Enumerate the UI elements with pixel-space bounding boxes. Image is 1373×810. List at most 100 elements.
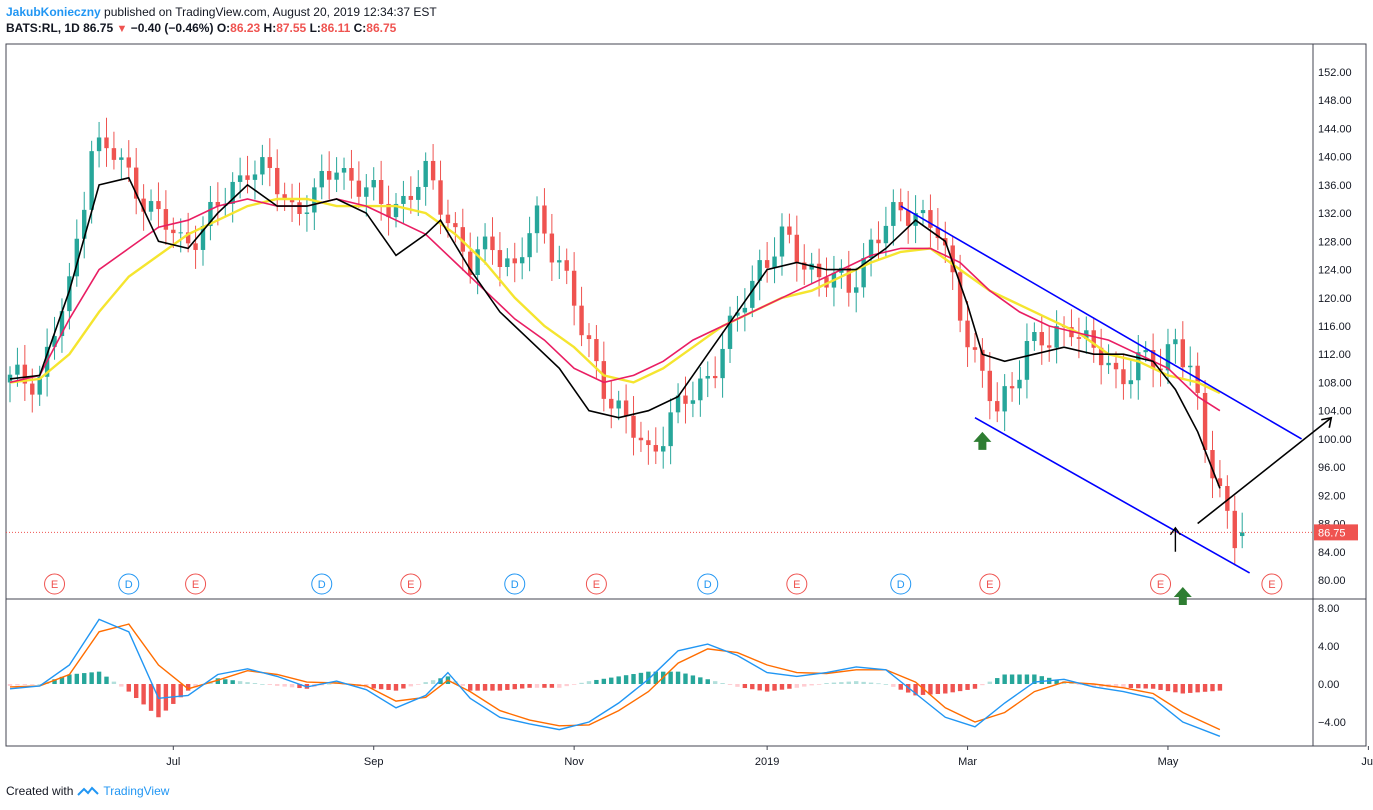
candle-body xyxy=(1047,345,1052,348)
macd-histogram-bar xyxy=(215,678,221,684)
macd-histogram-bar xyxy=(831,682,837,684)
candle-body xyxy=(928,210,933,228)
macd-histogram-bar xyxy=(935,684,941,694)
macd-histogram-bar xyxy=(475,684,480,691)
macd-histogram-bar xyxy=(497,684,503,691)
macd-histogram-bar xyxy=(1091,684,1096,687)
candle-body xyxy=(460,227,465,252)
high-label: H: xyxy=(263,21,277,35)
event-marker-circle xyxy=(786,573,808,595)
candle-body xyxy=(1017,379,1022,389)
macd-histogram-bar xyxy=(1017,674,1022,684)
author-link[interactable]: JakubKonieczny xyxy=(6,5,101,19)
candle-body xyxy=(683,395,688,404)
candle-body xyxy=(304,212,310,214)
candle-body xyxy=(30,383,35,395)
event-marker-circle xyxy=(44,573,66,595)
moving-averages xyxy=(9,176,1221,489)
macd-axis[interactable]: 8.00 4.00 0.00 −4.00 xyxy=(1318,603,1346,729)
macd-histogram-bar xyxy=(178,684,183,698)
candle-body xyxy=(482,236,488,250)
macd-histogram-bar xyxy=(601,678,607,684)
time-tick-label: Nov xyxy=(564,756,584,768)
green-up-arrow-icon xyxy=(1173,587,1192,606)
created-with-label: Created with xyxy=(6,784,74,798)
candle-body xyxy=(846,267,851,293)
candle-body xyxy=(1054,326,1059,348)
macd-histogram-bar xyxy=(683,673,688,684)
candle-body xyxy=(215,201,221,206)
candle-body xyxy=(475,249,480,276)
candle-body xyxy=(438,180,443,215)
price-tick-label: 140.00 xyxy=(1318,152,1352,164)
macd-histogram-bar xyxy=(74,673,80,684)
macd-histogram-bar xyxy=(690,675,696,684)
candle-body xyxy=(616,400,621,409)
close-label: C: xyxy=(353,21,367,35)
macd-histogram-bar xyxy=(52,679,57,684)
candle-body xyxy=(742,307,748,313)
tradingview-brand[interactable]: TradingView xyxy=(103,784,170,798)
channel-upper-line xyxy=(900,205,1302,440)
macd-histogram-bar xyxy=(950,684,955,693)
macd-histogram-bar xyxy=(326,683,332,685)
candle-body xyxy=(275,167,280,195)
candle-body xyxy=(1143,350,1148,353)
macd-histogram-bar xyxy=(943,684,948,694)
candle-body xyxy=(245,175,250,180)
macd-histogram-bar xyxy=(698,677,703,684)
price-tick-label: 100.00 xyxy=(1318,434,1352,446)
candle-body xyxy=(735,312,740,316)
event-marker-circle xyxy=(504,573,526,595)
candle-body xyxy=(787,226,792,235)
macd-histogram-bar xyxy=(505,684,510,690)
macd-histogram-bar xyxy=(876,683,881,685)
candle-body xyxy=(59,311,65,337)
macd-histogram-bar xyxy=(289,684,295,688)
macd-histogram-bar xyxy=(237,681,243,684)
candle-body xyxy=(586,335,592,340)
tradingview-logo-icon xyxy=(77,786,100,796)
macd-histogram-bar xyxy=(1121,684,1126,688)
candle-body xyxy=(1150,350,1156,369)
macd-histogram-bar xyxy=(1158,684,1163,690)
macd-histogram-bar xyxy=(646,671,651,684)
time-tick-label: Mar xyxy=(958,756,977,768)
projection-arrowhead-icon xyxy=(1321,416,1333,428)
macd-histogram-bar xyxy=(1150,684,1156,689)
candle-body xyxy=(705,375,710,379)
macd-histogram-bar xyxy=(891,684,896,687)
candle-body xyxy=(297,202,302,214)
candle-body xyxy=(386,203,391,218)
price-axis[interactable]: 152.00 148.00 144.00 140.00 136.00 132.00 128.… xyxy=(6,67,1358,587)
candle-body xyxy=(356,180,362,197)
macd-histogram-bar xyxy=(898,684,903,690)
macd-histogram-bar xyxy=(453,681,458,684)
macd-histogram-bar xyxy=(1069,682,1074,684)
candle-body xyxy=(1136,352,1141,381)
candle-body xyxy=(96,137,102,152)
candle-body xyxy=(623,400,629,416)
candle-body xyxy=(794,234,800,263)
macd-histogram-bar xyxy=(972,684,978,689)
candle-body xyxy=(920,210,926,214)
time-axis[interactable]: JulSepNov2019MarMayJulSepNov xyxy=(166,746,1373,768)
candle-body xyxy=(1106,362,1111,366)
macd-histogram-bar xyxy=(104,676,109,684)
candle-body xyxy=(1225,486,1230,511)
macd-histogram-bar xyxy=(586,681,592,684)
time-tick-label: Jul xyxy=(1361,756,1373,768)
macd-histogram-bar xyxy=(534,684,540,688)
candle-body xyxy=(497,250,503,268)
event-marker-circle xyxy=(1150,573,1172,595)
published-line: JakubKonieczny published on TradingView.… xyxy=(6,4,437,20)
candle-body xyxy=(1098,347,1104,366)
candle-body xyxy=(772,256,777,268)
open-label: O: xyxy=(216,21,231,35)
chart-svg[interactable]: 152.00 148.00 144.00 140.00 136.00 132.00 128.… xyxy=(0,0,1373,780)
macd-histogram-bar xyxy=(957,684,963,692)
macd-histogram-bar xyxy=(824,683,829,684)
candle-body xyxy=(230,181,235,204)
candle-body xyxy=(401,195,406,204)
macd-histogram-bar xyxy=(1217,684,1223,691)
